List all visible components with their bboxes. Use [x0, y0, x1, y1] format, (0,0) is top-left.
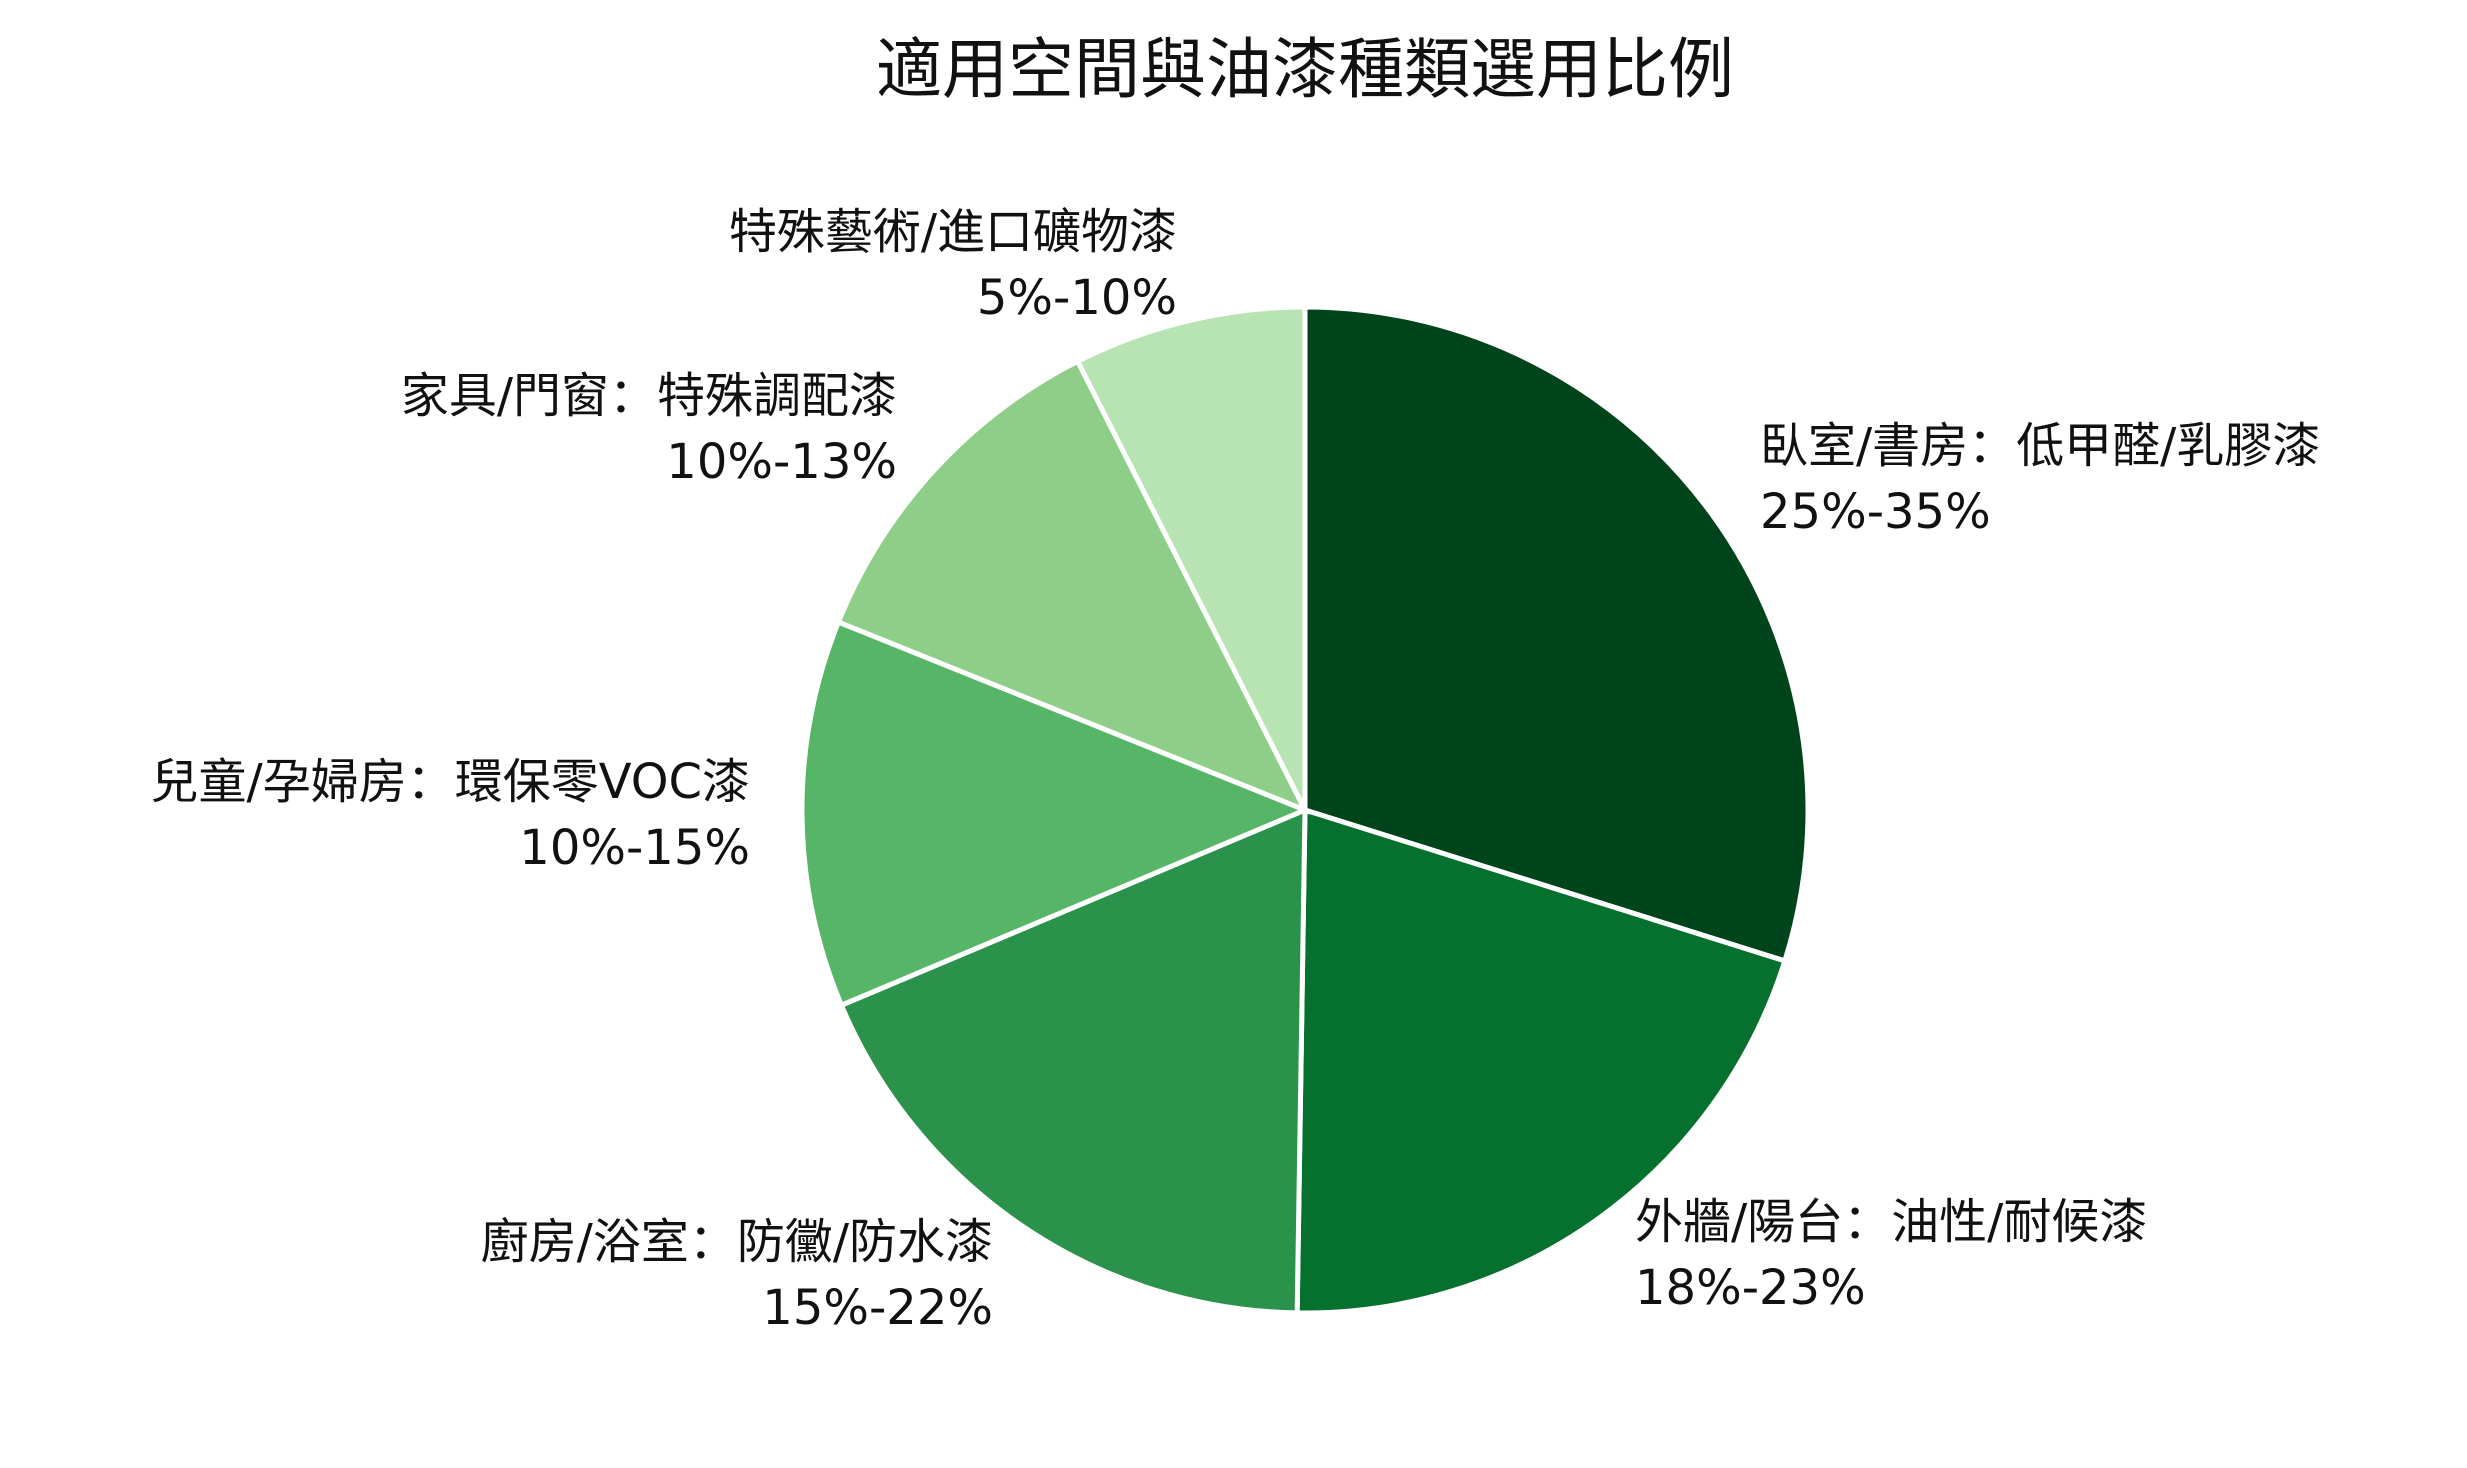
slice-label-range-3: 15%-22%: [762, 1280, 993, 1336]
slice-label-range-5: 10%-13%: [666, 434, 897, 490]
chart-title: 適用空間與油漆種類選用比例: [876, 31, 1734, 108]
slice-labels: 臥室/書房：低甲醛/乳膠漆 25%-35% 外牆/陽台：油性/耐候漆 18%-23% 廚…: [151, 204, 2321, 1336]
slice-label-name-3: 廚房/浴室：防黴/防水漆: [481, 1214, 993, 1270]
pie-slice-6: [1074, 304, 1308, 812]
slice-label-name-2: 外牆/陽台：油性/耐候漆: [1635, 1194, 2147, 1250]
slice-label-name-1: 臥室/書房：低甲醛/乳膠漆: [1760, 418, 2320, 474]
pie-slice-4: [799, 618, 1312, 1009]
slice-label-name-6: 特殊藝術/進口礦物漆: [729, 204, 1177, 260]
pie-slice-5: [835, 357, 1311, 815]
pie-slice-1: [1302, 304, 1811, 965]
slice-label-range-6: 5%-10%: [977, 270, 1177, 326]
slice-label-name-5: 家具/門窗：特殊調配漆: [401, 368, 897, 424]
slice-label-range-4: 10%-15%: [519, 820, 750, 876]
slice-label-range-2: 18%-23%: [1635, 1260, 1866, 1316]
pie-slices: [799, 304, 1811, 1316]
pie-slice-3: [838, 806, 1308, 1316]
pie-slice-2: [1294, 806, 1788, 1316]
slice-label-range-1: 25%-35%: [1760, 484, 1991, 540]
slice-label-name-4: 兒童/孕婦房：環保零VOC漆: [151, 754, 750, 810]
